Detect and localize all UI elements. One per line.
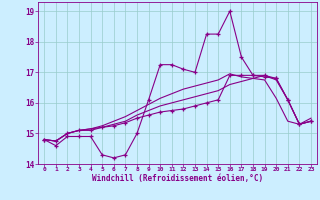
X-axis label: Windchill (Refroidissement éolien,°C): Windchill (Refroidissement éolien,°C) [92, 174, 263, 183]
